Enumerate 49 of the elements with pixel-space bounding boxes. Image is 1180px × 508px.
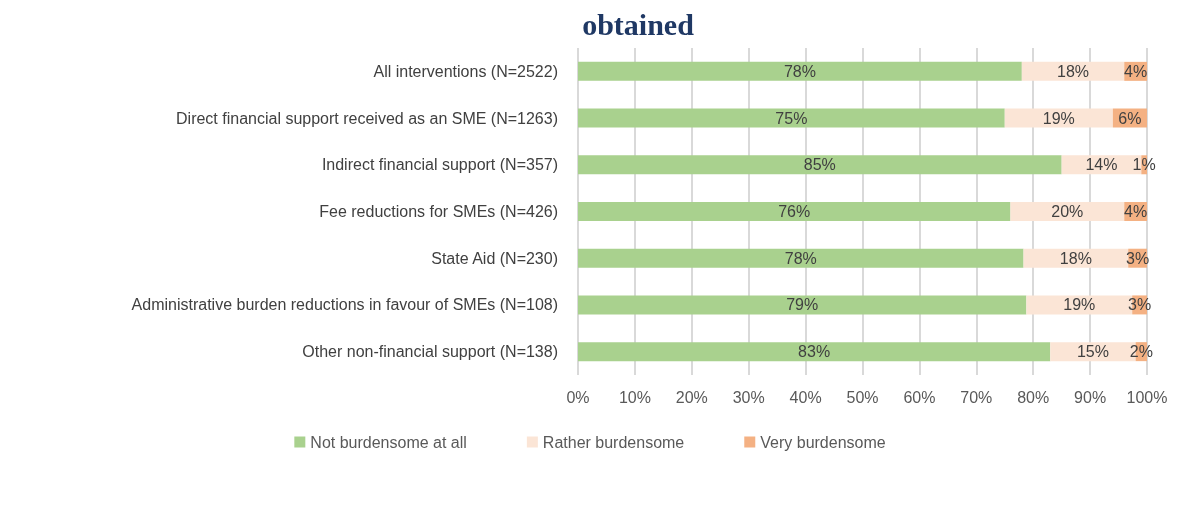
x-tick-label: 50% <box>846 388 879 406</box>
y-tick-label: Direct financial support received as an SME (N=1263) <box>176 109 558 127</box>
bar <box>578 342 1051 362</box>
data-label: 6% <box>1118 109 1142 127</box>
legend-label: Not burdensome at all <box>310 433 467 451</box>
data-label: 18% <box>1057 62 1090 80</box>
data-label: 83% <box>798 343 831 361</box>
data-label: 2% <box>1129 343 1153 361</box>
data-label: 15% <box>1076 343 1109 361</box>
legend-label: Very burdensome <box>760 433 886 451</box>
data-label: 78% <box>783 62 816 80</box>
bar <box>578 155 1062 175</box>
data-label: 4% <box>1124 203 1148 220</box>
x-tick-label: 0% <box>566 388 590 406</box>
data-label: 85% <box>803 156 836 174</box>
data-label: 20% <box>1051 203 1084 220</box>
data-label: 79% <box>786 296 819 314</box>
data-label: 1% <box>1132 156 1156 174</box>
y-tick-label: Administrative burden reductions in favour of SMEs (N=108) <box>131 296 558 314</box>
data-label: 14% <box>1085 156 1118 174</box>
data-label: 4% <box>1124 62 1148 80</box>
x-tick-label: 30% <box>732 388 765 406</box>
x-tick-label: 70% <box>960 388 993 406</box>
data-label: 76% <box>778 203 811 220</box>
y-tick-label: Fee reductions for SMEs (N=426) <box>319 203 558 220</box>
bar <box>1010 202 1125 221</box>
bar <box>578 202 1011 221</box>
bar <box>578 248 1024 268</box>
y-tick-label: State Aid (N=230) <box>431 249 558 267</box>
data-label: 18% <box>1059 249 1092 267</box>
x-tick-label: 40% <box>789 388 822 406</box>
x-tick-label: 90% <box>1074 388 1107 406</box>
bar <box>578 295 1027 315</box>
y-tick-label: Other non-financial support (N=138) <box>302 343 558 361</box>
data-label: 19% <box>1063 296 1096 314</box>
x-tick-label: 80% <box>1017 388 1050 406</box>
bar <box>578 108 1005 128</box>
bar <box>578 61 1022 81</box>
x-tick-label: 20% <box>675 388 708 406</box>
legend-label: Rather burdensome <box>542 433 685 451</box>
x-tick-label: 60% <box>903 388 936 406</box>
data-label: 78% <box>784 249 817 267</box>
x-tick-label: 100% <box>1126 388 1168 406</box>
data-label: 19% <box>1042 109 1075 127</box>
chart-title: obtained <box>582 7 695 41</box>
x-tick-label: 10% <box>618 388 651 406</box>
y-tick-label: All interventions (N=2522) <box>373 62 558 80</box>
y-tick-label: Indirect financial support (N=357) <box>321 156 558 174</box>
data-label: 75% <box>775 109 808 127</box>
